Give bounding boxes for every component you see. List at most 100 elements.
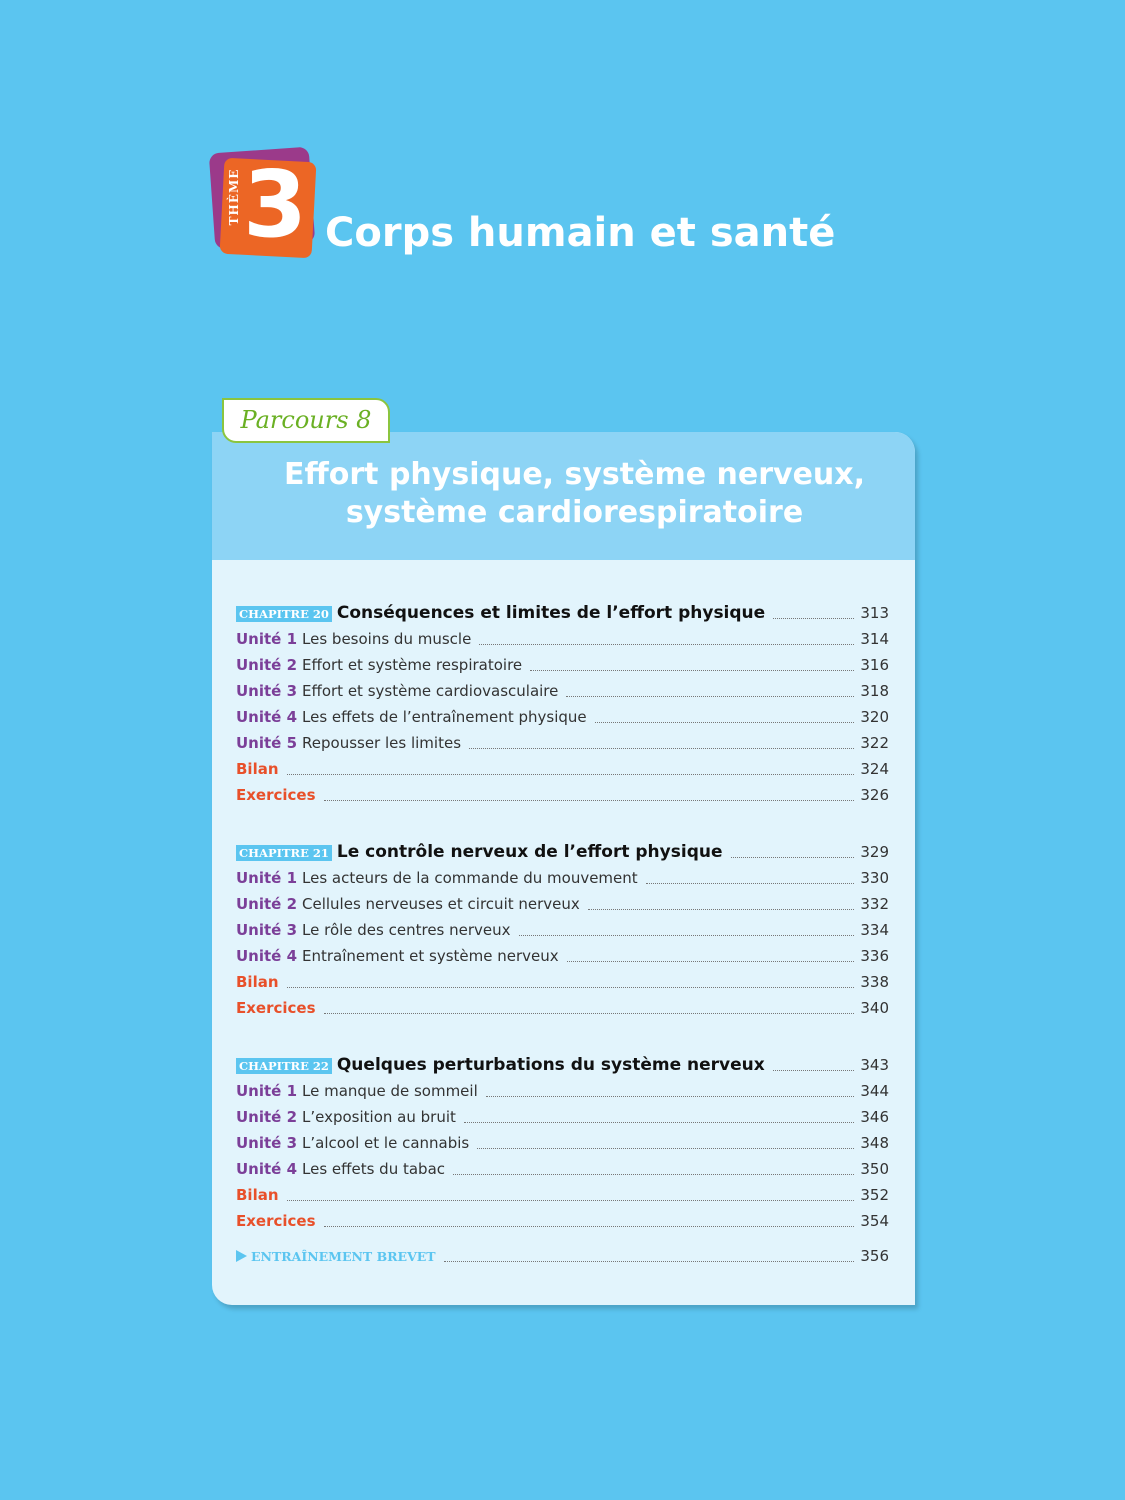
entry-text: L’exposition au bruit bbox=[302, 1108, 456, 1126]
unit-label: Unité 3 bbox=[236, 1134, 298, 1152]
unit-label: Unité 4 bbox=[236, 708, 298, 726]
theme-title: Corps humain et santé bbox=[325, 210, 836, 256]
chapter-label: CHAPITRE 20 bbox=[236, 606, 332, 622]
leader bbox=[773, 617, 855, 619]
chapter-row: CHAPITRE 20 Conséquences et limites de l’… bbox=[236, 600, 889, 626]
page-number: 354 bbox=[860, 1212, 889, 1230]
chapter-title: Le contrôle nerveux de l’effort physique bbox=[336, 842, 723, 862]
theme-number: 3 bbox=[243, 151, 308, 258]
entry-text: Les acteurs de la commande du mouvement bbox=[302, 869, 638, 887]
unit-label: Unité 2 bbox=[236, 1108, 298, 1126]
closing-row: ENTRAÎNEMENT BREVET 356 bbox=[236, 1243, 889, 1269]
leader bbox=[469, 747, 855, 749]
leader bbox=[443, 1260, 855, 1262]
summary-label: Exercices bbox=[236, 1212, 316, 1230]
closing-label: ENTRAÎNEMENT BREVET bbox=[251, 1249, 436, 1264]
entry-text: Repousser les limites bbox=[302, 734, 462, 752]
unit-label: Unité 2 bbox=[236, 895, 298, 913]
chapter-label: CHAPITRE 22 bbox=[236, 1058, 332, 1074]
page-number: 343 bbox=[860, 1056, 889, 1074]
leader bbox=[477, 1147, 855, 1149]
entry-row: Unité 4 Entraînement et système nerveux 33… bbox=[236, 943, 889, 969]
entry-text: Les effets de l’entraînement physique bbox=[302, 708, 587, 726]
page-number: 324 bbox=[860, 760, 889, 778]
leader bbox=[645, 882, 855, 884]
page-number: 329 bbox=[860, 843, 889, 861]
leader bbox=[453, 1173, 855, 1175]
entry-text: Le rôle des centres nerveux bbox=[302, 921, 511, 939]
page-number: 344 bbox=[860, 1082, 889, 1100]
entry-text: Cellules nerveuses et circuit nerveux bbox=[302, 895, 580, 913]
unit-label: Unité 5 bbox=[236, 734, 298, 752]
leader bbox=[518, 934, 855, 936]
summary-label: Exercices bbox=[236, 999, 316, 1017]
page-number: 350 bbox=[860, 1160, 889, 1178]
summary-label: Bilan bbox=[236, 1186, 279, 1204]
leader bbox=[463, 1121, 855, 1123]
entry-text: L’alcool et le cannabis bbox=[302, 1134, 470, 1152]
chapter-label: CHAPITRE 21 bbox=[236, 845, 332, 861]
page-number: 334 bbox=[860, 921, 889, 939]
page-number: 346 bbox=[860, 1108, 889, 1126]
chapter-title: Conséquences et limites de l’effort phys… bbox=[336, 603, 766, 623]
entry-row: Unité 4 Les effets du tabac 350 bbox=[236, 1156, 889, 1182]
entry-row: Unité 1 Le manque de sommeil 344 bbox=[236, 1078, 889, 1104]
entry-row: Unité 1 Les besoins du muscle 314 bbox=[236, 626, 889, 652]
entry-text: Les effets du tabac bbox=[302, 1160, 446, 1178]
entry-row: Unité 3 Le rôle des centres nerveux 334 bbox=[236, 917, 889, 943]
page-number: 336 bbox=[860, 947, 889, 965]
page-number: 348 bbox=[860, 1134, 889, 1152]
chapter-row: CHAPITRE 21 Le contrôle nerveux de l’effo… bbox=[236, 839, 889, 865]
summary-label: Bilan bbox=[236, 760, 279, 778]
title-line: système cardiorespiratoire bbox=[345, 495, 804, 530]
entry-row: Unité 4 Les effets de l’entraînement phys… bbox=[236, 704, 889, 730]
leader bbox=[286, 1199, 855, 1201]
chapter-row: CHAPITRE 22 Quelques perturbations du sys… bbox=[236, 1052, 889, 1078]
page-number: 313 bbox=[860, 604, 889, 622]
page-number: 352 bbox=[860, 1186, 889, 1204]
title-line: Effort physique, système nerveux, bbox=[283, 457, 866, 492]
leader bbox=[587, 908, 855, 910]
leader bbox=[730, 856, 855, 858]
chapter-block: CHAPITRE 20 Conséquences et limites de l’… bbox=[236, 600, 889, 808]
page-number: 332 bbox=[860, 895, 889, 913]
card-header bbox=[212, 432, 915, 560]
unit-label: Unité 4 bbox=[236, 947, 298, 965]
leader bbox=[286, 986, 855, 988]
page-number: 318 bbox=[860, 682, 889, 700]
unit-label: Unité 3 bbox=[236, 921, 298, 939]
leader bbox=[594, 721, 855, 723]
entry-row: Bilan 352 bbox=[236, 1182, 889, 1208]
unit-label: Unité 4 bbox=[236, 1160, 298, 1178]
entry-text: Effort et système cardiovasculaire bbox=[302, 682, 559, 700]
page-number: 322 bbox=[860, 734, 889, 752]
leader bbox=[323, 799, 855, 801]
entry-row: Unité 2 Cellules nerveuses et circuit ner… bbox=[236, 891, 889, 917]
entry-row: Exercices 340 bbox=[236, 995, 889, 1021]
leader bbox=[323, 1012, 855, 1014]
chapter-block: CHAPITRE 21 Le contrôle nerveux de l’effo… bbox=[236, 839, 889, 1021]
leader bbox=[323, 1225, 855, 1227]
entry-row: Unité 2 L’exposition au bruit 346 bbox=[236, 1104, 889, 1130]
entry-text: Le manque de sommeil bbox=[302, 1082, 478, 1100]
page-number: 356 bbox=[860, 1247, 889, 1265]
page-number: 314 bbox=[860, 630, 889, 648]
entry-row: Unité 3 L’alcool et le cannabis 348 bbox=[236, 1130, 889, 1156]
summary-label: Exercices bbox=[236, 786, 316, 804]
entry-row: Unité 3 Effort et système cardiovasculair… bbox=[236, 678, 889, 704]
arrow-icon bbox=[236, 1250, 247, 1262]
card: Effort physique, système nerveux, systèm… bbox=[212, 432, 915, 1305]
entry-text: Les besoins du muscle bbox=[302, 630, 472, 648]
unit-label: Unité 2 bbox=[236, 656, 298, 674]
unit-label: Unité 1 bbox=[236, 1082, 298, 1100]
entry-row: Exercices 326 bbox=[236, 782, 889, 808]
chapter-block: CHAPITRE 22 Quelques perturbations du sys… bbox=[236, 1052, 889, 1234]
leader bbox=[485, 1095, 855, 1097]
entry-row: Bilan 338 bbox=[236, 969, 889, 995]
entry-text: Entraînement et système nerveux bbox=[302, 947, 559, 965]
unit-label: Unité 1 bbox=[236, 630, 298, 648]
parcours-title: Effort physique, système nerveux, systèm… bbox=[212, 456, 915, 532]
entry-row: Exercices 354 bbox=[236, 1208, 889, 1234]
parcours-tab: Parcours 8 bbox=[222, 398, 390, 443]
